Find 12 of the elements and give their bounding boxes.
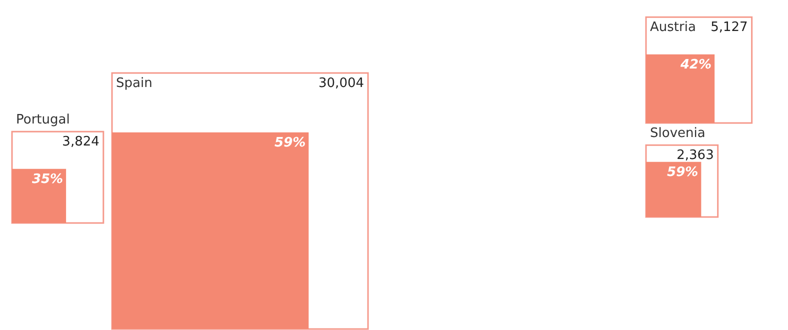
data-label: 42% — [679, 57, 712, 72]
category-label: Austria — [650, 20, 696, 36]
data-label: 59% — [667, 164, 698, 180]
data-label: 30,004 — [318, 76, 364, 91]
data-label: 2,363 — [676, 148, 714, 164]
data-label: 3,824 — [62, 134, 100, 150]
category-label: Spain — [116, 76, 152, 91]
category-label: Portugal — [16, 112, 70, 128]
data-label: 59% — [274, 135, 306, 150]
data-label: 35% — [32, 172, 64, 187]
category-label: Slovenia — [650, 126, 706, 142]
data-label: 5,127 — [710, 20, 748, 36]
